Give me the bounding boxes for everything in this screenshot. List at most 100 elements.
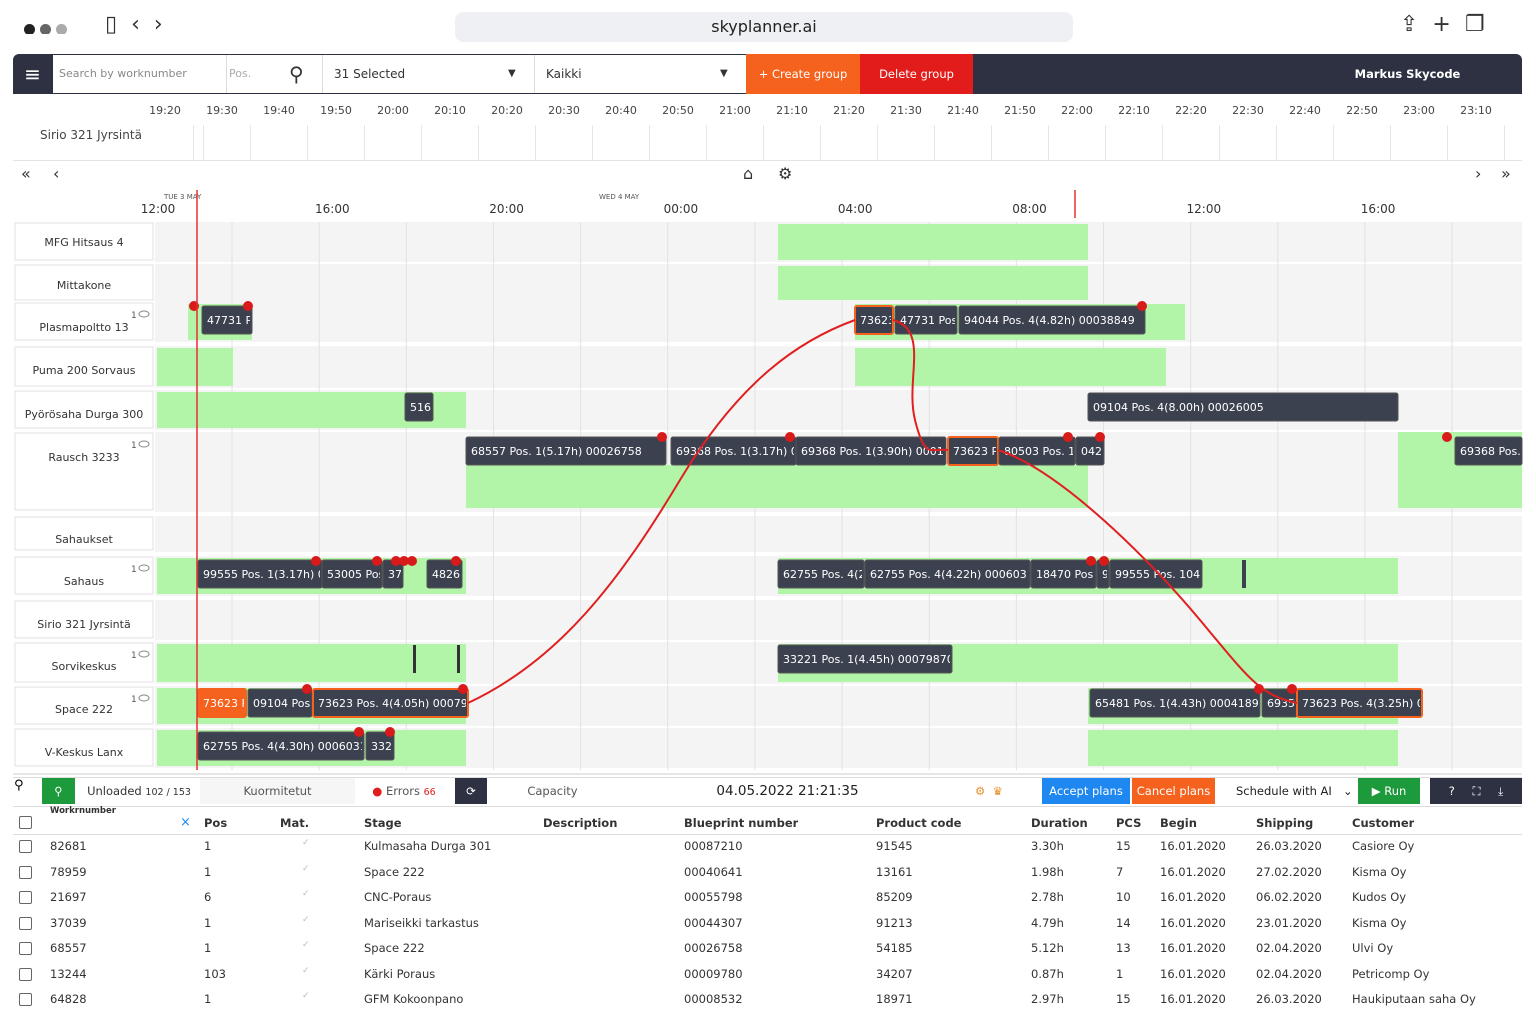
url: skyplanner.ai (711, 17, 817, 36)
cancel-plans-button[interactable]: Cancel plans (1132, 778, 1215, 804)
hour-label: 20:00 (489, 202, 524, 216)
stage-select[interactable]: 31 Selected ▼ (322, 55, 534, 93)
column-header: Mat. (280, 816, 310, 830)
column-header: Description (543, 816, 618, 830)
url-bar[interactable]: skyplanner.ai (455, 12, 1073, 42)
checkbox[interactable] (19, 916, 32, 930)
column-clear[interactable]: × (180, 815, 191, 830)
time-label: 22:10 (1118, 104, 1150, 117)
checkbox[interactable] (19, 942, 32, 955)
mat-check: ✓ (302, 965, 310, 976)
settings-button[interactable]: ⚙ (778, 164, 793, 183)
table-cell: Kisma Oy (1352, 864, 1407, 879)
column-header: Begin (1160, 816, 1197, 830)
task-bar (777, 644, 953, 674)
checkbox[interactable] (19, 891, 32, 904)
time-label: 23:10 (1460, 104, 1492, 117)
capacity-block (855, 348, 1166, 386)
schedule-select[interactable]: Schedule with AI ⌄ (1236, 784, 1353, 798)
task-label: 9 (1102, 568, 1109, 581)
column-header: Customer (1352, 816, 1415, 830)
button-label: Delete group (879, 67, 954, 81)
table-cell: 1.98h (1031, 864, 1064, 879)
grid-line (421, 125, 422, 160)
task-label: 73623 (860, 314, 895, 327)
checkbox[interactable] (19, 967, 32, 981)
time-label: 22:20 (1175, 104, 1207, 117)
kuormitetut-tab[interactable]: Kuormitetut (200, 778, 355, 804)
grid-line (1504, 125, 1505, 160)
mat-check: ✓ (302, 914, 310, 925)
table-cell: Kisma Oy (1352, 915, 1407, 930)
table-cell: 34207 (876, 966, 913, 981)
user-name[interactable]: Markus Skycode (1300, 54, 1515, 94)
search-button[interactable]: ⚲ (42, 778, 75, 804)
camera-button[interactable]: ⌂ (743, 164, 754, 183)
unloaded-tab[interactable]: Unloaded 102 / 153 (78, 778, 200, 806)
errors-tab[interactable]: ● Errors 66 (372, 784, 436, 798)
filter-select[interactable]: Kaikki ▼ (534, 55, 746, 93)
grid-line (203, 125, 204, 160)
nav-buttons[interactable]: ▯ ‹ › (105, 12, 163, 37)
task-label: 69368 Pos. 1(3.17h) 00 (676, 445, 805, 458)
hour-label: 16:00 (315, 202, 350, 216)
hour-label: 16:00 (1361, 202, 1396, 216)
table-cell: 2.97h (1031, 992, 1064, 1006)
dependency-arrow (467, 319, 856, 704)
resource-cell (14, 390, 154, 429)
search-input[interactable]: Search by worknumber (53, 55, 231, 93)
next-button[interactable]: › (1475, 164, 1482, 183)
error-dot (657, 432, 667, 442)
table-cell: Ulvi Oy (1352, 941, 1394, 955)
accept-plans-button[interactable]: Accept plans (1042, 778, 1130, 804)
window-buttons[interactable]: ? ⛶ ⤓ (1430, 778, 1522, 804)
task-label: 73623 P (203, 697, 248, 710)
pos-input[interactable]: Pos. ⚲ (226, 55, 324, 93)
time-label: 19:40 (263, 104, 295, 117)
first-button[interactable]: « (21, 164, 31, 183)
resource-cell (14, 346, 154, 387)
prev-button[interactable]: ‹ (53, 164, 60, 183)
task-bar (1454, 436, 1523, 466)
time-label: 22:00 (1061, 104, 1093, 117)
time-label: 23:00 (1403, 104, 1435, 117)
capacity-block (157, 644, 466, 682)
create-group-button[interactable]: + Create group (746, 54, 860, 94)
error-dot (354, 727, 364, 737)
filter-icon[interactable]: ⚲ (14, 778, 24, 793)
resource-badge: 1 (131, 311, 137, 321)
browser-actions[interactable]: ⇪ + ❐ (1400, 12, 1485, 37)
table-cell: 16.01.2020 (1160, 890, 1226, 904)
hour-label: 12:00 (1187, 202, 1222, 216)
menu-button[interactable]: ≡ (24, 62, 41, 86)
delete-group-button[interactable]: Delete group (860, 54, 973, 94)
grid-line (250, 125, 251, 160)
resource-cell (14, 642, 154, 683)
table-cell: 00040641 (684, 864, 743, 879)
table-cell: 3.30h (1031, 839, 1064, 853)
table-cell: 16.01.2020 (1160, 941, 1226, 955)
hour-label: 04:00 (838, 202, 873, 216)
button-label: Create group (772, 67, 848, 81)
capacity-tab[interactable]: Capacity (495, 778, 610, 804)
refresh-button[interactable]: ⟳ (455, 778, 487, 804)
column-header: Shipping (1256, 816, 1314, 830)
resource-name: MFG Hitsaus 4 (44, 236, 123, 249)
task-label: 80503 Pos. 1 (1004, 445, 1075, 458)
grid-line (364, 125, 365, 160)
error-dot (385, 727, 395, 737)
grid-line (1162, 125, 1163, 160)
checkbox[interactable] (19, 840, 32, 853)
resource-cell (14, 600, 154, 639)
table-cell: 6 (204, 890, 212, 904)
checkbox[interactable] (19, 865, 32, 879)
checkbox[interactable] (19, 993, 32, 1006)
task-bar (1030, 559, 1097, 589)
table-cell: 23.01.2020 (1256, 915, 1322, 930)
resource-name: Sorvikeskus (51, 660, 116, 673)
run-button[interactable]: ▶ Run (1358, 778, 1420, 804)
tool-icons[interactable]: ⚙ ♛ (975, 784, 1003, 798)
checkbox[interactable] (19, 816, 32, 829)
table-cell: 1 (204, 864, 212, 879)
last-button[interactable]: » (1501, 164, 1511, 183)
